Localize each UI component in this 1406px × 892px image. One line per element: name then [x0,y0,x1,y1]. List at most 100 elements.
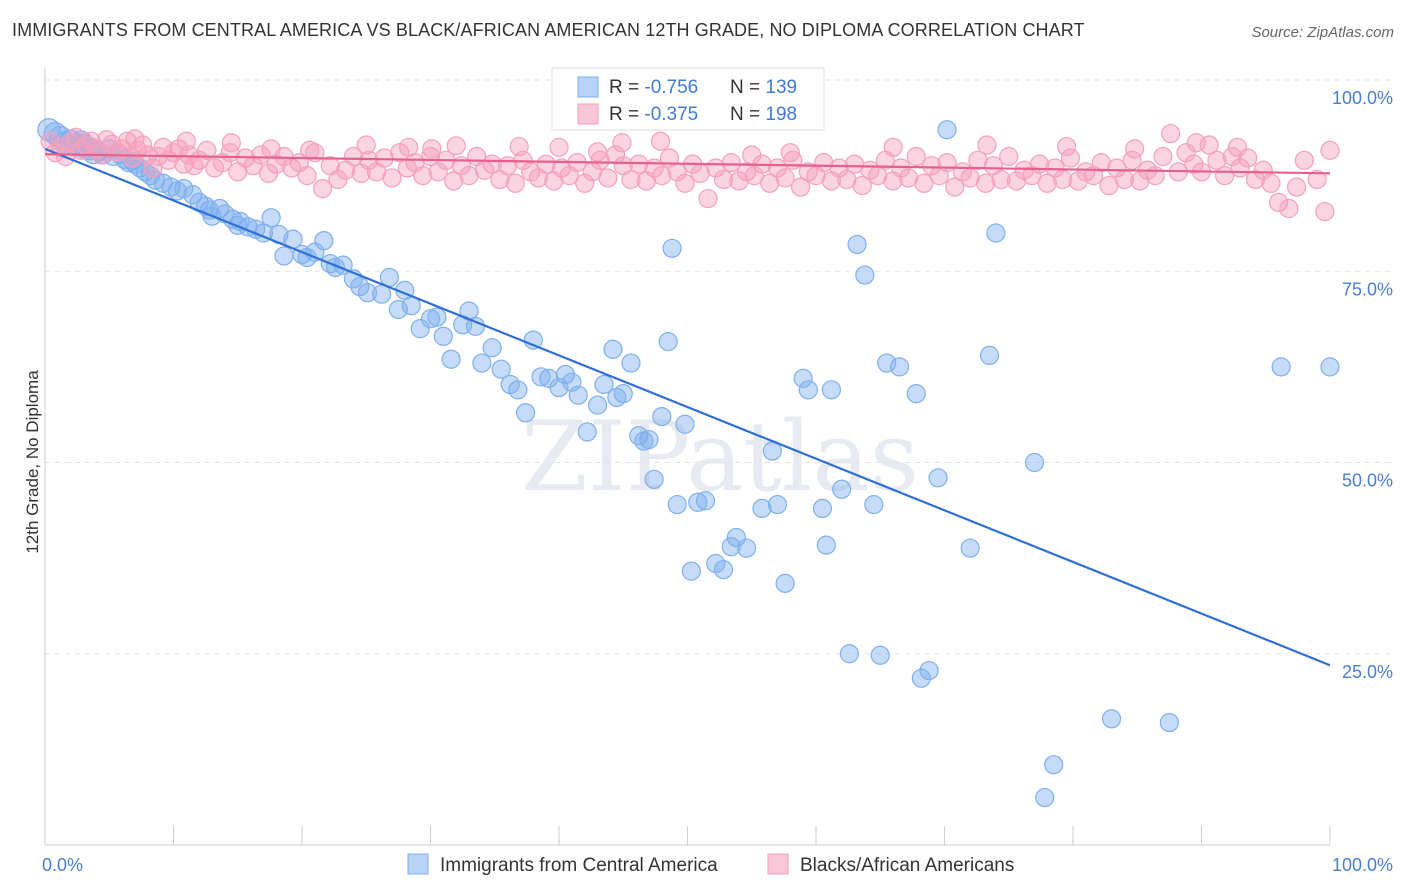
point-black-african-american [428,162,448,182]
point-central-america [531,367,551,387]
point-central-america [1320,357,1340,377]
point-central-america [314,231,334,251]
chart-title: IMMIGRANTS FROM CENTRAL AMERICA VS BLACK… [12,20,1085,40]
point-central-america [1101,709,1122,729]
point-black-african-american [521,162,541,182]
point-central-america [472,353,492,373]
point-black-african-american [1022,166,1042,186]
point-central-america [821,380,842,400]
point-central-america [688,492,708,512]
trend-line-black-african-american [44,153,1331,175]
point-black-african-american [125,129,145,149]
point-central-america [482,338,502,358]
point-black-african-american [1184,154,1204,174]
legend-n-label-blue: N = [730,77,765,98]
point-black-african-american [1107,158,1127,178]
point-black-african-american [261,139,281,159]
legend-n-value-blue: 139 [765,77,797,98]
point-black-african-american [1307,169,1327,190]
point-black-african-american [61,133,81,153]
point-central-america [603,339,623,359]
point-central-america [839,644,860,664]
series-blue-points [37,70,1340,808]
point-black-african-american [767,158,788,178]
point-central-america [713,559,734,580]
point-central-america [1044,755,1064,775]
point-central-america [695,491,716,511]
point-central-america [1159,712,1179,733]
point-black-african-american [1130,171,1150,191]
point-black-african-american [356,135,376,155]
point-black-african-american [852,175,872,196]
legend-n-row-blue: N = 139 [730,77,797,98]
point-black-african-american [1279,198,1299,219]
point-central-america [798,380,818,400]
point-black-african-american [1222,146,1242,167]
point-central-america [706,553,726,574]
point-central-america [937,120,957,140]
point-black-african-american [444,171,464,191]
trend-lines [44,147,1331,667]
point-central-america [523,330,543,350]
point-central-america [644,469,664,489]
point-black-african-american [713,169,734,190]
legend-swatch-blue [577,76,599,98]
point-central-america [410,319,430,339]
point-central-america [877,353,897,373]
y-tick-label: 75.0% [1342,279,1393,299]
axes: 100.0% 75.0% 50.0% 25.0% 0.0% 100.0% [42,68,1393,875]
point-central-america [919,660,939,681]
point-black-african-american [742,145,762,165]
point-central-america [261,208,281,228]
y-tick-label: 25.0% [1342,662,1393,682]
point-central-america [372,284,392,304]
bottom-legend-swatch-pink [767,853,789,875]
point-black-african-american [1186,133,1206,153]
point-black-african-american [300,140,320,160]
point-black-african-american [422,139,442,159]
bottom-legend: Immigrants from Central America Blacks/A… [407,853,1014,876]
point-black-african-american [221,133,241,153]
source-label: Source: ZipAtlas.com [1251,24,1394,41]
point-central-america [508,380,528,400]
point-central-america [906,384,926,404]
point-central-america [928,468,948,488]
trend-line-central-america [44,147,1331,667]
point-black-african-american [898,168,919,188]
point-central-america [675,414,695,434]
point-central-america [613,384,633,404]
point-central-america [1035,787,1055,808]
point-central-america [911,668,931,688]
point-central-america [812,498,833,518]
point-central-america [491,359,511,379]
point-black-african-american [1207,150,1227,170]
point-central-america [639,429,659,450]
point-black-african-american [1261,173,1281,193]
point-central-america [427,307,447,327]
legend-n-row-pink: N = 198 [730,104,797,125]
point-central-america [274,246,294,266]
point-black-african-american [999,146,1019,167]
point-central-america [223,209,243,229]
stats-legend: R = -0.756 N = 139 R = -0.375 N = 198 [551,67,825,131]
legend-r-value-pink: -0.375 [644,104,698,125]
bottom-legend-label-blue: Immigrants from Central America [440,855,718,876]
point-black-african-american [1060,148,1081,168]
point-black-african-american [760,173,780,193]
point-central-america [568,385,588,405]
point-central-america [864,494,884,515]
point-black-african-american [744,166,764,186]
point-black-african-american [549,137,569,157]
point-black-african-american [50,137,71,157]
point-black-african-american [829,158,849,178]
point-central-america [350,276,370,297]
point-black-african-american [1320,140,1340,160]
point-black-african-american [266,154,286,174]
point-central-america [357,283,378,303]
point-black-african-american [587,142,608,162]
point-black-african-american [1227,137,1248,157]
point-central-america [832,479,852,499]
point-central-america [621,353,641,373]
point-central-america [847,234,867,255]
point-black-african-american [399,137,419,157]
